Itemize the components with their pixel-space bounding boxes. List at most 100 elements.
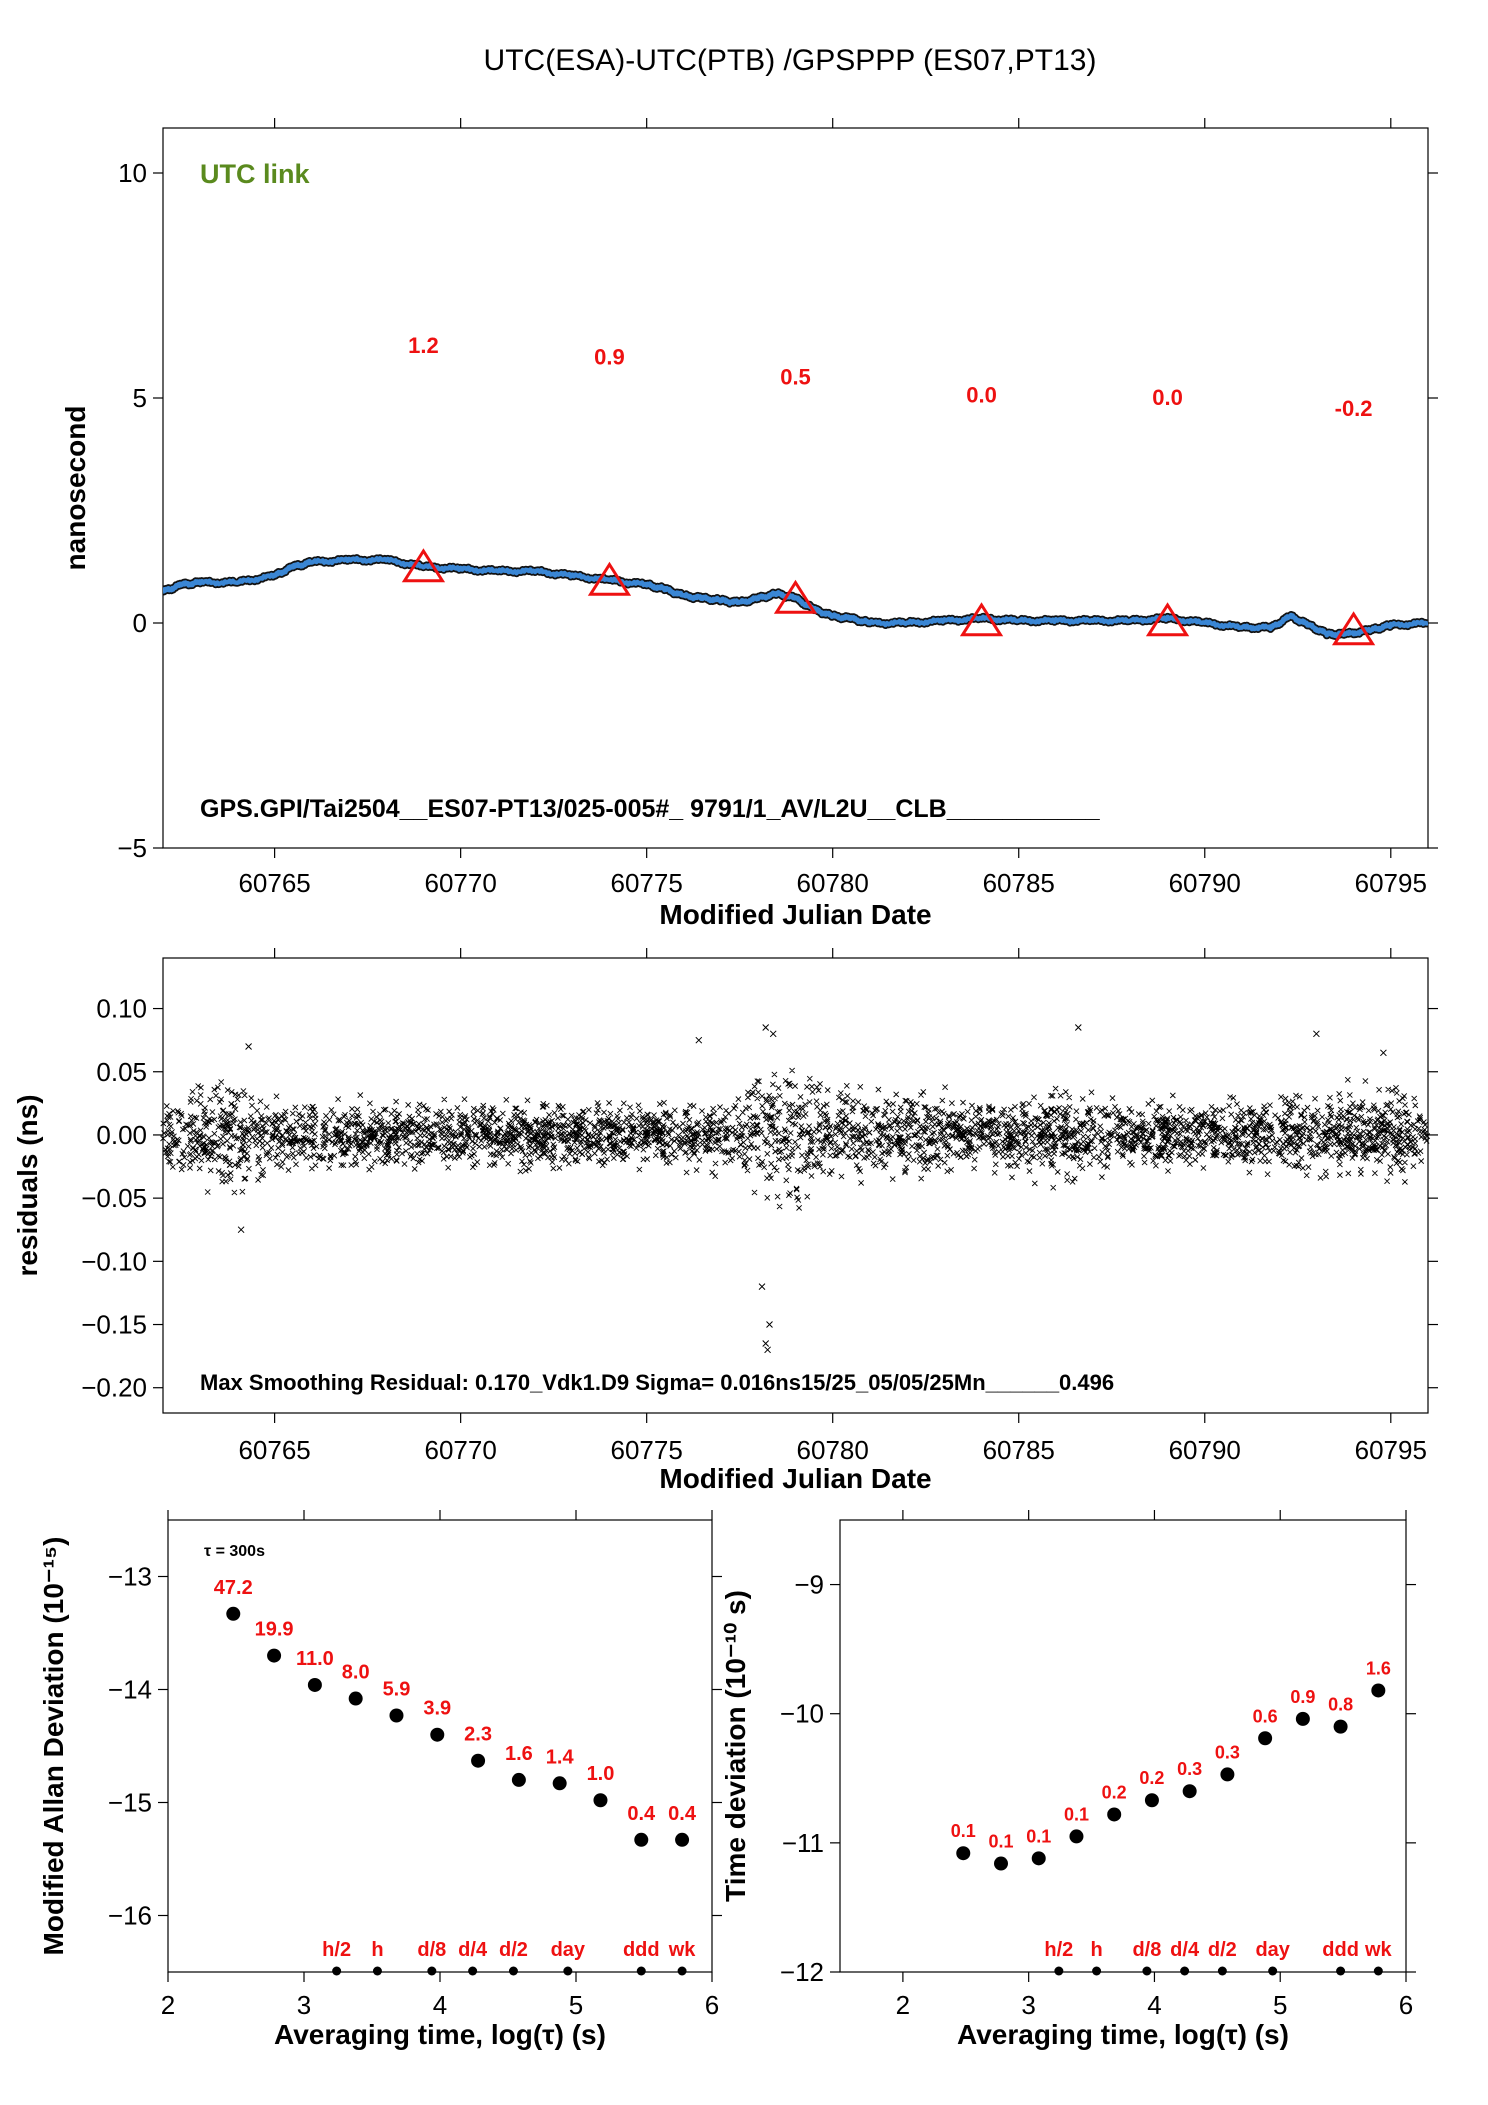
marker-value-label: -0.2 [1335, 396, 1373, 421]
residuals-panel: 60765 60770 60775 60780 60785 60790 60795 −0.20… [12, 948, 1438, 1494]
deviation-value-label: 0.4 [627, 1803, 656, 1825]
period-marker [427, 1966, 437, 1976]
page-title: UTC(ESA)-UTC(PTB) /GPSPPP (ES07,PT13) [484, 44, 1097, 77]
y-axis-label: residuals (ns) [12, 1094, 43, 1276]
period-label: d/8 [1132, 1939, 1161, 1961]
residual-points [160, 1067, 1431, 1211]
y-tick-label: 10 [118, 158, 147, 188]
period-label: d/2 [1208, 1939, 1237, 1961]
y-tick-label: −9 [794, 1570, 824, 1600]
period-label: d/2 [499, 1939, 528, 1961]
triangle-marker [773, 579, 818, 614]
period-marker [677, 1966, 687, 1976]
deviation-value-label: 0.2 [1139, 1768, 1164, 1788]
deviation-point [430, 1727, 445, 1742]
deviation-point [1182, 1784, 1197, 1799]
marker-value-label: 0.5 [780, 365, 811, 390]
y-tick-label: −0.05 [81, 1183, 147, 1213]
x-tick-label: 60765 [238, 1435, 310, 1465]
allan-deviation-panel: 2 3 4 5 6 −16 −15 −14 −13 Averaging time, log(τ) … [38, 1510, 722, 2050]
y-tick-label: −14 [108, 1675, 152, 1705]
y-tick-label: −12 [780, 1957, 824, 1987]
x-tick-label: 5 [1273, 1990, 1287, 2020]
deviation-value-label: 0.9 [1290, 1687, 1315, 1707]
deviation-value-label: 0.1 [951, 1821, 976, 1841]
x-tick-label: 60785 [983, 1435, 1055, 1465]
period-marker [1217, 1966, 1227, 1976]
x-tick-label: 60785 [983, 868, 1055, 898]
plot-frame [162, 957, 1429, 1414]
deviation-point [348, 1691, 363, 1706]
deviation-value-label: 5.9 [383, 1678, 411, 1700]
y-axis-label: nanosecond [60, 406, 91, 571]
period-marker [508, 1966, 518, 1976]
deviation-point [956, 1846, 971, 1861]
period-marker [1336, 1966, 1346, 1976]
period-label: wk [1364, 1939, 1393, 1961]
link-identifier-footer: GPS.GPI/Tai2504__ES07-PT13/025-005#_ 979… [200, 795, 1101, 823]
y-axis-label: Modified Allan Deviation (10⁻¹⁵) [38, 1537, 69, 1956]
series-line [163, 555, 1428, 639]
y-tick-label: 0.10 [96, 994, 147, 1024]
deviation-point [675, 1832, 690, 1847]
x-tick-label: 2 [161, 1990, 175, 2020]
deviation-value-label: 0.3 [1177, 1759, 1202, 1779]
deviation-value-label: 2.3 [464, 1724, 492, 1746]
x-tick-label: 60780 [797, 868, 869, 898]
x-tick-label: 60775 [611, 1435, 683, 1465]
period-label: d/4 [1170, 1939, 1200, 1961]
y-tick-label: −0.10 [81, 1246, 147, 1276]
deviation-value-label: 0.3 [1215, 1742, 1240, 1762]
period-label: h/2 [1044, 1939, 1073, 1961]
deviation-value-label: 8.0 [342, 1662, 370, 1684]
deviation-value-label: 0.6 [1253, 1706, 1278, 1726]
deviation-point [471, 1753, 486, 1768]
residual-outliers [237, 1024, 1387, 1354]
x-tick-label: 3 [1021, 1990, 1035, 2020]
y-tick-label: −5 [117, 833, 147, 863]
y-tick-label: −16 [108, 1901, 152, 1931]
y-tick-label: 0 [133, 608, 147, 638]
deviation-point [267, 1648, 282, 1663]
period-marker [1142, 1966, 1152, 1976]
deviation-point [993, 1856, 1008, 1871]
deviation-value-label: 11.0 [296, 1648, 334, 1670]
deviation-value-label: 1.0 [587, 1763, 615, 1785]
period-label: ddd [623, 1939, 660, 1961]
period-label: day [1255, 1939, 1290, 1961]
deviation-value-label: 0.4 [668, 1803, 697, 1825]
triangle-marker [587, 561, 632, 596]
deviation-value-label: 0.1 [1026, 1826, 1051, 1846]
y-tick-label: −13 [108, 1562, 152, 1592]
tau-annotation: τ = 300s [204, 1543, 265, 1560]
y-tick-label: −0.20 [81, 1373, 147, 1403]
period-label: h/2 [322, 1939, 351, 1961]
x-tick-label: 4 [1147, 1990, 1161, 2020]
period-marker [372, 1966, 382, 1976]
triangle-marker [1331, 611, 1376, 646]
period-label: day [551, 1939, 586, 1961]
time-series-panel: 60765 60770 60775 60780 60785 60790 60795 −5 0 5 1… [60, 118, 1438, 930]
marker-value-label: 0.0 [1152, 385, 1183, 410]
period-marker [636, 1966, 646, 1976]
deviation-point [1069, 1829, 1084, 1844]
y-tick-label: 0.05 [96, 1057, 147, 1087]
period-marker [1268, 1966, 1278, 1976]
marker-value-label: 0.9 [594, 344, 625, 369]
period-label: ddd [1322, 1939, 1359, 1961]
x-axis-label: Averaging time, log(τ) (s) [957, 2019, 1289, 2050]
deviation-point [1220, 1767, 1235, 1782]
deviation-value-label: 1.6 [1366, 1658, 1391, 1678]
y-tick-label: 5 [133, 383, 147, 413]
period-label: d/8 [417, 1939, 446, 1961]
period-label: wk [668, 1939, 697, 1961]
x-tick-label: 60790 [1169, 1435, 1241, 1465]
x-tick-label: 6 [705, 1990, 719, 2020]
x-tick-label: 2 [896, 1990, 910, 2020]
x-axis-label: Averaging time, log(τ) (s) [274, 2019, 606, 2050]
triangle-marker [1145, 602, 1190, 637]
x-tick-label: 4 [433, 1990, 447, 2020]
period-marker [332, 1966, 342, 1976]
x-tick-label: 3 [297, 1990, 311, 2020]
